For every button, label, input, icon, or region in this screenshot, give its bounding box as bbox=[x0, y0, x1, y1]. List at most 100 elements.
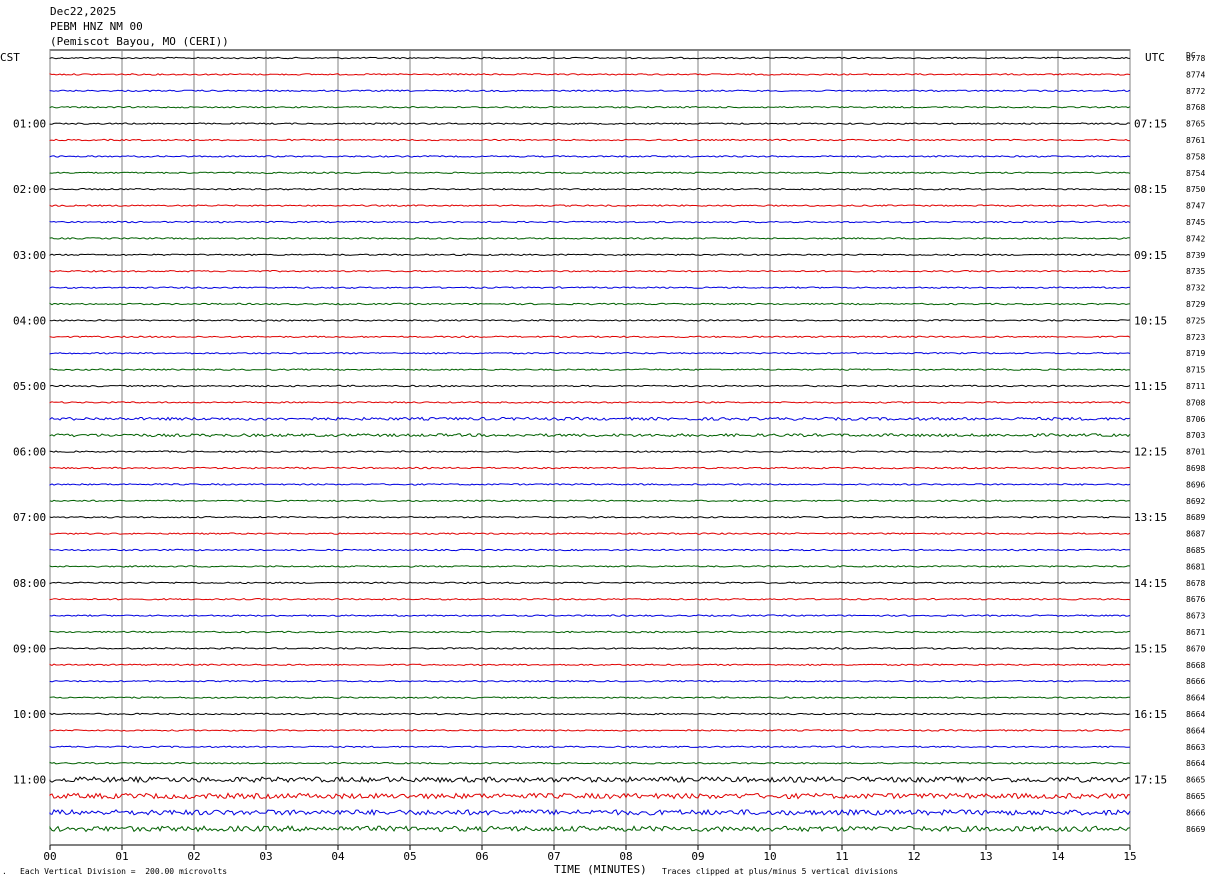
plot-frame bbox=[49, 49, 1131, 846]
left-hour-label: 10:00 bbox=[13, 708, 46, 721]
dc-offset-label: 8685 bbox=[1186, 546, 1205, 555]
right-hour-label: 16:15 bbox=[1134, 708, 1167, 721]
x-tick-label: 05 bbox=[403, 850, 416, 863]
dc-offset-label: 8732 bbox=[1186, 284, 1205, 293]
scale-note: Each Vertical Division = 200.00 microvol… bbox=[20, 867, 228, 876]
dc-offset-label: 8676 bbox=[1186, 595, 1205, 604]
right-hour-label: 10:15 bbox=[1134, 314, 1167, 327]
trace-line bbox=[49, 483, 1131, 486]
trace-line bbox=[49, 775, 1131, 784]
trace-line bbox=[49, 808, 1131, 817]
x-tick-label: 10 bbox=[763, 850, 776, 863]
x-tick-label: 08 bbox=[619, 850, 632, 863]
dc-offset-label: 8774 bbox=[1186, 70, 1205, 79]
x-tick-label: 04 bbox=[331, 850, 345, 863]
dc-offset-label: 8666 bbox=[1186, 677, 1205, 686]
trace-line bbox=[49, 269, 1131, 273]
date-label: Dec22,2025 bbox=[50, 5, 117, 18]
dc-offset-label: 8670 bbox=[1186, 644, 1205, 653]
corner-mark: . bbox=[2, 867, 7, 876]
right-timezone-label: UTC bbox=[1145, 51, 1165, 64]
trace-line bbox=[49, 729, 1130, 732]
x-tick-label: 13 bbox=[979, 850, 992, 863]
dc-offset-label: 8758 bbox=[1186, 152, 1205, 161]
right-hour-label: 07:15 bbox=[1134, 118, 1167, 131]
trace-line bbox=[49, 630, 1131, 634]
dc-offset-label: 8666 bbox=[1186, 808, 1205, 817]
left-hour-label: 01:00 bbox=[13, 118, 46, 131]
dc-offset-label: 8761 bbox=[1186, 136, 1205, 145]
left-timezone-label: CST bbox=[0, 51, 20, 64]
left-hour-label: 08:00 bbox=[13, 577, 46, 590]
trace-line bbox=[49, 515, 1131, 519]
dc-offset-label: 8692 bbox=[1186, 497, 1205, 506]
trace-line bbox=[49, 187, 1131, 191]
right-hour-label: 14:15 bbox=[1134, 577, 1167, 590]
dc-offset-label: 8715 bbox=[1186, 366, 1205, 375]
trace-line bbox=[49, 614, 1131, 617]
left-hour-label: 11:00 bbox=[13, 774, 46, 787]
dc-offset-label: 8663 bbox=[1186, 743, 1205, 752]
x-tick-label: 09 bbox=[691, 850, 704, 863]
trace-line bbox=[49, 663, 1131, 667]
right-hour-label: 13:15 bbox=[1134, 511, 1167, 524]
left-hour-label: 05:00 bbox=[13, 380, 46, 393]
dc-offset-label: 8664 bbox=[1186, 694, 1205, 703]
dc-offset-label: 8668 bbox=[1186, 661, 1205, 670]
trace-line bbox=[49, 401, 1131, 404]
dc-offset-label: 8689 bbox=[1186, 513, 1205, 522]
trace-line bbox=[49, 581, 1131, 585]
trace-line bbox=[49, 122, 1131, 125]
x-tick-label: 01 bbox=[115, 850, 128, 863]
trace-line bbox=[49, 351, 1131, 355]
trace-line bbox=[49, 302, 1131, 306]
trace-line bbox=[49, 253, 1131, 257]
trace-line bbox=[49, 499, 1131, 503]
trace-line bbox=[49, 220, 1131, 224]
dc-column-label: DC bbox=[1186, 51, 1196, 60]
trace-line bbox=[49, 532, 1131, 535]
trace-line bbox=[49, 647, 1130, 650]
trace-line bbox=[49, 548, 1131, 552]
trace-line bbox=[49, 237, 1131, 240]
dc-offset-label: 8735 bbox=[1186, 267, 1205, 276]
dc-offset-label: 8745 bbox=[1186, 218, 1205, 227]
dc-offset-label: 8698 bbox=[1186, 464, 1205, 473]
dc-offset-label: 8708 bbox=[1186, 398, 1205, 407]
trace-line bbox=[49, 105, 1131, 109]
dc-offset-label: 8696 bbox=[1186, 480, 1205, 489]
x-tick-label: 02 bbox=[187, 850, 200, 863]
trace-line bbox=[49, 696, 1130, 699]
dc-offset-label: 8719 bbox=[1186, 349, 1205, 358]
trace-line bbox=[49, 56, 1131, 60]
dc-offset-label: 8665 bbox=[1186, 776, 1205, 785]
dc-offset-label: 8750 bbox=[1186, 185, 1205, 194]
x-tick-label: 06 bbox=[475, 850, 488, 863]
trace-line bbox=[49, 712, 1131, 716]
x-tick-label: 14 bbox=[1051, 850, 1065, 863]
trace-line bbox=[49, 384, 1131, 388]
dc-offset-label: 8768 bbox=[1186, 103, 1205, 112]
left-hour-label: 07:00 bbox=[13, 511, 46, 524]
seismic-traces bbox=[49, 56, 1131, 833]
trace-line bbox=[49, 825, 1131, 833]
trace-line bbox=[49, 565, 1131, 568]
dc-offset-label: 8742 bbox=[1186, 234, 1205, 243]
dc-offset-label: 8664 bbox=[1186, 759, 1205, 768]
dc-offset-label: 8729 bbox=[1186, 300, 1205, 309]
dc-offset-label: 8703 bbox=[1186, 431, 1205, 440]
dc-offset-label: 8701 bbox=[1186, 448, 1205, 457]
trace-line bbox=[49, 155, 1131, 158]
dc-offset-label: 8754 bbox=[1186, 169, 1205, 178]
x-tick-label: 15 bbox=[1123, 850, 1136, 863]
dc-offset-label: 8723 bbox=[1186, 333, 1205, 342]
dc-offset-label: 8739 bbox=[1186, 251, 1205, 260]
trace-line bbox=[49, 335, 1131, 339]
dc-offset-label: 8765 bbox=[1186, 120, 1205, 129]
dc-offset-label: 8681 bbox=[1186, 562, 1205, 571]
dc-offset-label: 8706 bbox=[1186, 415, 1205, 424]
left-hour-label: 06:00 bbox=[13, 446, 46, 459]
axis-labels: 00 01 02 03 04 05 06 07 08 09 10 11 12 13 14 15 8778 8774… bbox=[13, 54, 1205, 863]
right-hour-label: 11:15 bbox=[1134, 380, 1167, 393]
